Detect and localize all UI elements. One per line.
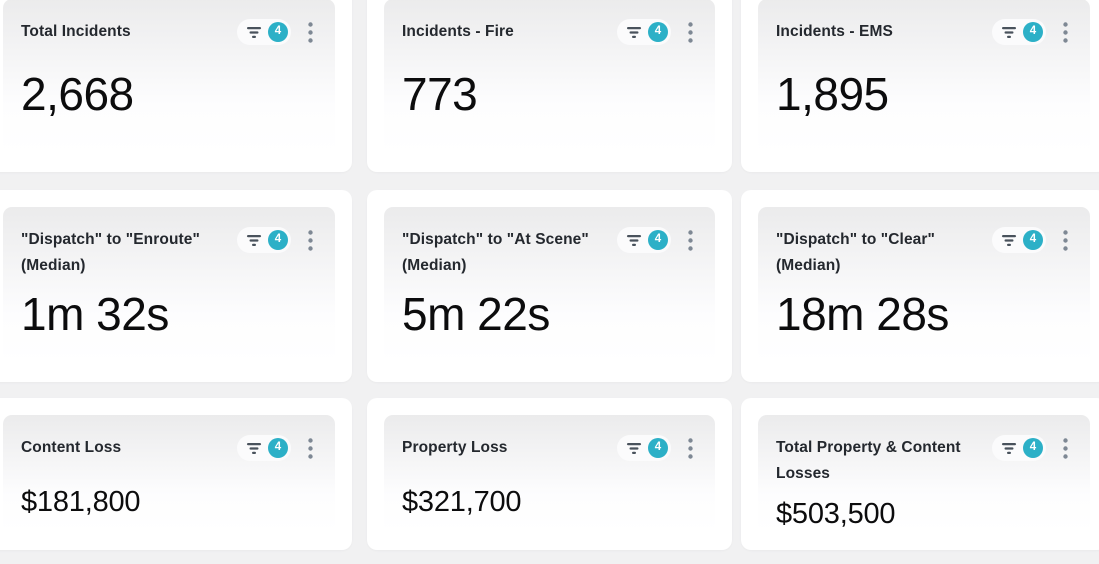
- filter-count-badge: 4: [1023, 230, 1043, 250]
- kpi-card-property-loss: Property Loss 4 $321,700: [367, 398, 732, 550]
- card-header: Content Loss 4: [21, 434, 317, 461]
- filter-icon: [627, 442, 641, 454]
- filter-count-badge: 4: [268, 22, 288, 42]
- filter-button[interactable]: 4: [617, 19, 671, 45]
- card-controls: 4: [237, 227, 317, 253]
- kebab-menu-icon[interactable]: [304, 228, 317, 253]
- kpi-panel: "Dispatch" to "Enroute" (Median) 4 1m 32…: [3, 207, 335, 365]
- kpi-panel: Total Incidents 4 2,668: [3, 0, 335, 155]
- filter-count-badge: 4: [648, 438, 668, 458]
- filter-count-badge: 4: [648, 22, 668, 42]
- kebab-menu-icon[interactable]: [1059, 20, 1072, 45]
- card-controls: 4: [237, 435, 317, 461]
- filter-count-badge: 4: [648, 230, 668, 250]
- metric-value: 773: [402, 68, 478, 120]
- kpi-card-incidents-ems: Incidents - EMS 4 1,895: [741, 0, 1099, 172]
- metric-value: 1m 32s: [21, 288, 169, 340]
- kpi-card-content-loss: Content Loss 4 $181,800: [0, 398, 352, 550]
- filter-icon: [247, 442, 261, 454]
- filter-button[interactable]: 4: [992, 227, 1046, 253]
- filter-icon: [1002, 26, 1016, 38]
- filter-icon: [247, 26, 261, 38]
- kpi-panel: "Dispatch" to "At Scene" (Median) 4 5m 2…: [384, 207, 715, 365]
- kpi-panel: Content Loss 4 $181,800: [3, 415, 335, 533]
- filter-button[interactable]: 4: [992, 19, 1046, 45]
- filter-button[interactable]: 4: [992, 435, 1046, 461]
- filter-icon: [627, 26, 641, 38]
- kebab-menu-icon[interactable]: [304, 20, 317, 45]
- card-title: Total Incidents: [21, 23, 131, 40]
- card-controls: 4: [617, 227, 697, 253]
- kpi-panel: Incidents - EMS 4 1,895: [758, 0, 1090, 155]
- card-header: "Dispatch" to "Enroute" (Median) 4: [21, 226, 317, 279]
- card-header: "Dispatch" to "Clear" (Median) 4: [776, 226, 1072, 279]
- filter-count-badge: 4: [1023, 22, 1043, 42]
- kpi-panel: Property Loss 4 $321,700: [384, 415, 715, 533]
- filter-button[interactable]: 4: [617, 435, 671, 461]
- filter-count-badge: 4: [268, 230, 288, 250]
- filter-button[interactable]: 4: [237, 227, 291, 253]
- kpi-panel: Total Property & Content Losses 4 $503,5…: [758, 415, 1090, 533]
- kpi-card-total-incidents: Total Incidents 4 2,668: [0, 0, 352, 172]
- card-header: Incidents - Fire 4: [402, 18, 697, 45]
- metric-value: 1,895: [776, 68, 889, 120]
- card-title: "Dispatch" to "Enroute" (Median): [21, 231, 200, 274]
- metric-value: $503,500: [776, 498, 896, 530]
- filter-button[interactable]: 4: [237, 435, 291, 461]
- kpi-card-incidents-fire: Incidents - Fire 4 773: [367, 0, 732, 172]
- kpi-panel: Incidents - Fire 4 773: [384, 0, 715, 155]
- card-header: "Dispatch" to "At Scene" (Median) 4: [402, 226, 697, 279]
- card-title: Incidents - Fire: [402, 23, 514, 40]
- kpi-panel: "Dispatch" to "Clear" (Median) 4 18m 28s: [758, 207, 1090, 365]
- card-controls: 4: [617, 19, 697, 45]
- kpi-card-dispatch-to-enroute: "Dispatch" to "Enroute" (Median) 4 1m 32…: [0, 190, 352, 382]
- metric-value: 5m 22s: [402, 288, 550, 340]
- card-controls: 4: [992, 227, 1072, 253]
- card-controls: 4: [992, 435, 1072, 461]
- card-header: Total Incidents 4: [21, 18, 317, 45]
- card-title: "Dispatch" to "At Scene" (Median): [402, 231, 589, 274]
- card-controls: 4: [237, 19, 317, 45]
- card-controls: 4: [617, 435, 697, 461]
- filter-button[interactable]: 4: [237, 19, 291, 45]
- filter-icon: [247, 234, 261, 246]
- kpi-card-dispatch-to-clear: "Dispatch" to "Clear" (Median) 4 18m 28s: [741, 190, 1099, 382]
- metric-value: $321,700: [402, 486, 522, 518]
- metric-value: $181,800: [21, 486, 141, 518]
- card-title: Incidents - EMS: [776, 23, 893, 40]
- kebab-menu-icon[interactable]: [684, 436, 697, 461]
- filter-count-badge: 4: [1023, 438, 1043, 458]
- kpi-card-dispatch-to-at-scene: "Dispatch" to "At Scene" (Median) 4 5m 2…: [367, 190, 732, 382]
- filter-count-badge: 4: [268, 438, 288, 458]
- filter-button[interactable]: 4: [617, 227, 671, 253]
- card-header: Incidents - EMS 4: [776, 18, 1072, 45]
- card-header: Total Property & Content Losses 4: [776, 434, 1072, 487]
- card-title: Property Loss: [402, 439, 508, 456]
- card-controls: 4: [992, 19, 1072, 45]
- kpi-card-total-property-content-losses: Total Property & Content Losses 4 $503,5…: [741, 398, 1099, 550]
- kebab-menu-icon[interactable]: [304, 436, 317, 461]
- card-title: "Dispatch" to "Clear" (Median): [776, 231, 935, 274]
- metric-value: 18m 28s: [776, 288, 949, 340]
- filter-icon: [1002, 442, 1016, 454]
- metric-value: 2,668: [21, 68, 134, 120]
- kebab-menu-icon[interactable]: [1059, 228, 1072, 253]
- kebab-menu-icon[interactable]: [684, 228, 697, 253]
- kebab-menu-icon[interactable]: [684, 20, 697, 45]
- card-header: Property Loss 4: [402, 434, 697, 461]
- kebab-menu-icon[interactable]: [1059, 436, 1072, 461]
- filter-icon: [1002, 234, 1016, 246]
- card-title: Total Property & Content Losses: [776, 439, 961, 482]
- card-title: Content Loss: [21, 439, 122, 456]
- filter-icon: [627, 234, 641, 246]
